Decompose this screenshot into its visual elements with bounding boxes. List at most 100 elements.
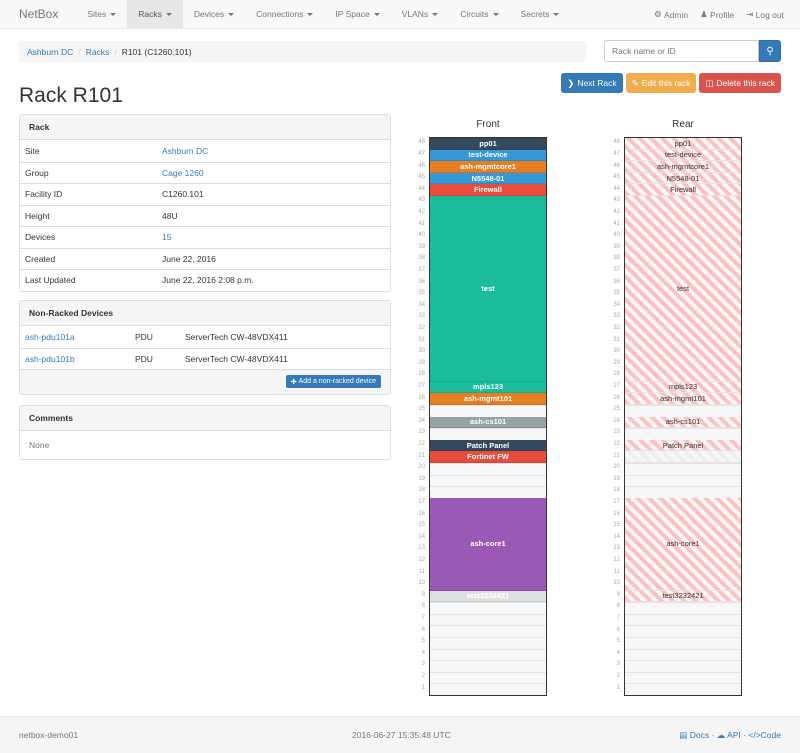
unit-number: 16 [418,510,425,517]
rear-device-mpls123[interactable]: mpls123 [625,381,741,394]
rear-device-test[interactable]: test [625,196,741,382]
front-device-test-device[interactable]: test-device [430,149,546,162]
caret-down-icon [373,12,380,16]
unit-number: 34 [418,301,425,308]
rack-rear: pp01 test-device ash-mgmtcore1 N5548-01 Fire… [624,137,742,696]
plus-icon: ✚ [290,378,297,386]
unit-number: 6 [616,626,620,633]
search-button[interactable]: ⚲ [759,40,781,62]
non-racked-device-row: ash-pdu101a PDU ServerTech CW-48VDX411 [20,326,390,348]
nav-sites[interactable]: Sites [76,0,127,29]
unit-number: 46 [613,162,620,169]
nav-secrets[interactable]: Secrets [510,0,571,29]
front-device-pp01[interactable]: pp01 [430,138,546,150]
front-device-ash-core1[interactable]: ash-core1 [430,497,546,591]
front-device-fortinet-fw[interactable]: Fortinet FW [430,451,546,463]
edit-rack-button[interactable]: ✎ Edit this rack [625,73,697,93]
caret-down-icon [492,12,499,16]
front-device-test3232421[interactable]: test3232421 [430,590,546,603]
attribute-value[interactable]: Cage 1260 [162,167,204,178]
unit-number: 33 [418,313,425,320]
front-device-firewall[interactable]: Firewall [430,184,546,196]
unit-number: 29 [418,359,425,366]
unit-number: 11 [613,568,620,575]
rack-unit [625,404,741,417]
unit-number: 4 [616,649,620,656]
nav-connections[interactable]: Connections [245,0,324,29]
unit-number: 12 [613,557,620,564]
nav-circuits[interactable]: Circuits [449,0,509,29]
panel-heading: Non-Racked Devices [20,301,390,326]
front-device-patch-panel[interactable]: Patch Panel [430,439,546,452]
next-rack-button[interactable]: ❯ Next Rack [561,73,623,93]
attribute-value: 48U [162,210,178,221]
delete-rack-button[interactable]: ◫ Delete this rack [699,73,781,93]
front-device-mpls123[interactable]: mpls123 [430,381,546,394]
nav-devices[interactable]: Devices [183,0,245,29]
rack-attribute-row: Facility ID C1260.101 [20,183,390,205]
unit-number: 27 [418,382,425,389]
code-icon: </> [748,730,761,740]
unit-number: 15 [418,522,425,529]
nav-racks[interactable]: Racks [127,0,183,29]
unit-number: 3 [616,661,620,668]
front-device-test[interactable]: test [430,196,546,382]
rear-title: Rear [672,119,694,130]
unit-number: 8 [421,603,425,610]
unit-number: 37 [613,266,620,273]
rack-attribute-row: Created June 22, 2016 [20,247,390,270]
rear-device-test-device[interactable]: test-device [625,149,741,162]
brand-logo[interactable]: NetBox [19,7,59,21]
unit-number: 37 [418,266,425,273]
docs-link[interactable]: ▤ Docs [679,730,709,740]
api-link[interactable]: ☁ API [717,730,741,740]
search-input[interactable] [604,40,759,62]
add-non-racked-device-button[interactable]: ✚ Add a non-racked device [285,375,381,388]
front-device-ash-mgmtcore1[interactable]: ash-mgmtcore1 [430,161,546,173]
nav-vlans[interactable]: VLANs [391,0,449,29]
attribute-value[interactable]: Ashburn DC [162,145,209,156]
rear-device-n5548-01[interactable]: N5548-01 [625,172,741,185]
breadcrumb-separator: / [114,46,117,57]
code-link[interactable]: </>Code [748,730,781,740]
rear-device-ash-cs101[interactable]: ash-cs101 [625,416,741,429]
breadcrumb-racks[interactable]: Racks [85,46,110,57]
nav-admin[interactable]: ⚙ Admin [648,0,694,29]
front-device-ash-cs101[interactable]: ash-cs101 [430,416,546,429]
unit-number: 28 [613,371,620,378]
front-device-ash-mgmt101[interactable]: ash-mgmt101 [430,393,546,405]
attribute-value[interactable]: 15 [162,232,172,243]
unit-number: 32 [418,324,425,331]
rear-device-patch-panel[interactable]: Patch Panel [625,439,741,452]
unit-number: 18 [613,487,620,494]
nav-log-out[interactable]: ⇥ Log out [740,0,790,29]
footer-links: ▤ Docs · ☁ API · </>Code [679,730,781,741]
unit-number: 22 [613,441,620,447]
rack-panel: Rack Site Ashburn DC Group Cage 1260 Facilit… [19,114,391,292]
front-device-n5548-01[interactable]: N5548-01 [430,172,546,185]
rear-device-test3232421[interactable]: test3232421 [625,590,741,603]
breadcrumb-site[interactable]: Ashburn DC [27,46,74,57]
rack-attribute-row: Devices 15 [20,226,390,248]
device-type: ServerTech CW-48VDX411 [185,331,288,342]
rack-unit [625,462,741,475]
chevron-right-icon: ❯ [567,77,575,88]
rear-device-ash-core1[interactable]: ash-core1 [625,497,741,591]
rear-device-pp01[interactable]: pp01 [625,138,741,150]
rear-device-firewall[interactable]: Firewall [625,184,741,196]
nav-ip-space[interactable]: IP Space [324,0,390,29]
nav-profile[interactable]: ♟ Profile [694,0,740,29]
unit-number: 20 [418,464,425,471]
rack-attribute-row: Group Cage 1260 [20,161,390,184]
rear-device-ash-mgmt101[interactable]: ash-mgmt101 [625,393,741,405]
device-link[interactable]: ash-pdu101a [25,331,75,342]
unit-number: 4 [421,649,425,656]
unit-number: 16 [613,510,620,517]
attribute-label: Height [25,210,50,221]
device-type: ServerTech CW-48VDX411 [185,353,288,364]
unit-number: 12 [418,557,425,564]
rear-device-ash-mgmtcore1[interactable]: ash-mgmtcore1 [625,161,741,173]
rack-attribute-row: Height 48U [20,204,390,227]
device-link[interactable]: ash-pdu101b [25,353,75,364]
add-label: Add a non-racked device [298,378,376,385]
